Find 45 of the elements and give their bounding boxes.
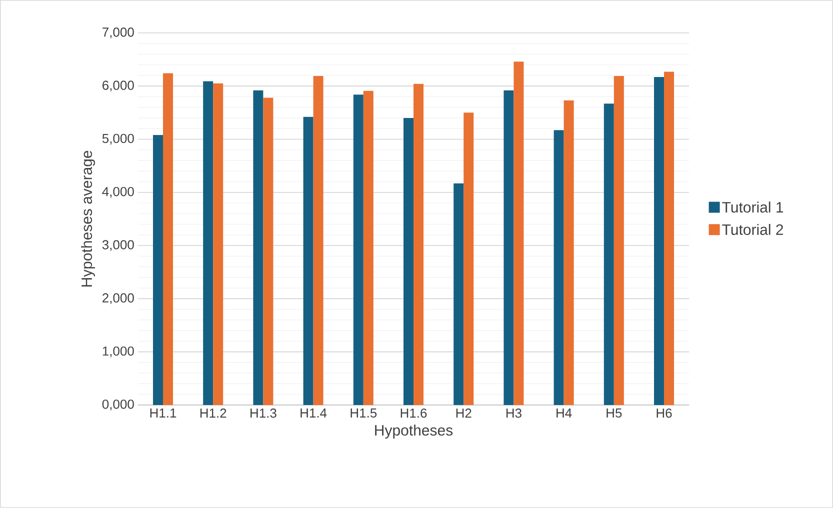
x-tick-label: H1.6 [400,408,427,418]
x-axis-title: Hypotheses [375,424,453,439]
bar [464,112,474,406]
x-tick-label: H1.5 [350,408,377,418]
y-tick-label: 7,000 [102,28,134,38]
bar [614,76,624,406]
legend-label: Tutorial 1 [722,202,784,213]
legend-label: Tutorial 2 [722,224,784,236]
x-tick-label: H1.4 [300,408,327,418]
bar [152,135,163,406]
bar [162,73,173,406]
x-tick-label: H1.2 [200,408,226,418]
y-tick-label: 1,000 [102,346,134,358]
bar [514,62,524,406]
x-tick-label: H3 [506,408,522,418]
x-tick-label: H4 [556,408,572,418]
y-tick-label: 4,000 [102,187,134,198]
bar [363,90,374,406]
x-tick-label: H6 [656,408,672,418]
bar [564,100,574,406]
x-tick-label: H1.3 [250,408,276,418]
bar [664,72,674,406]
y-tick-label: 0,000 [102,400,134,410]
bar [554,130,564,406]
bar [303,116,314,406]
bar [313,76,324,406]
y-tick-label: 6,000 [102,80,134,92]
bar [203,81,214,406]
bar [654,77,664,406]
y-tick-label: 3,000 [102,240,134,251]
y-tick-label: 2,000 [102,293,134,304]
bar [213,83,224,406]
bar [604,104,614,406]
bar [504,90,514,406]
x-tick-label: H2 [456,408,472,418]
bar [454,183,464,406]
x-tick-label: H1.1 [150,408,176,418]
y-tick-label: 5,000 [102,134,134,145]
y-axis-title: Hypotheses average [81,150,95,287]
bar [253,90,264,406]
bar [414,84,424,406]
bar [404,118,414,406]
bar [353,94,364,406]
bar [263,98,274,406]
x-tick-label: H5 [606,408,622,418]
